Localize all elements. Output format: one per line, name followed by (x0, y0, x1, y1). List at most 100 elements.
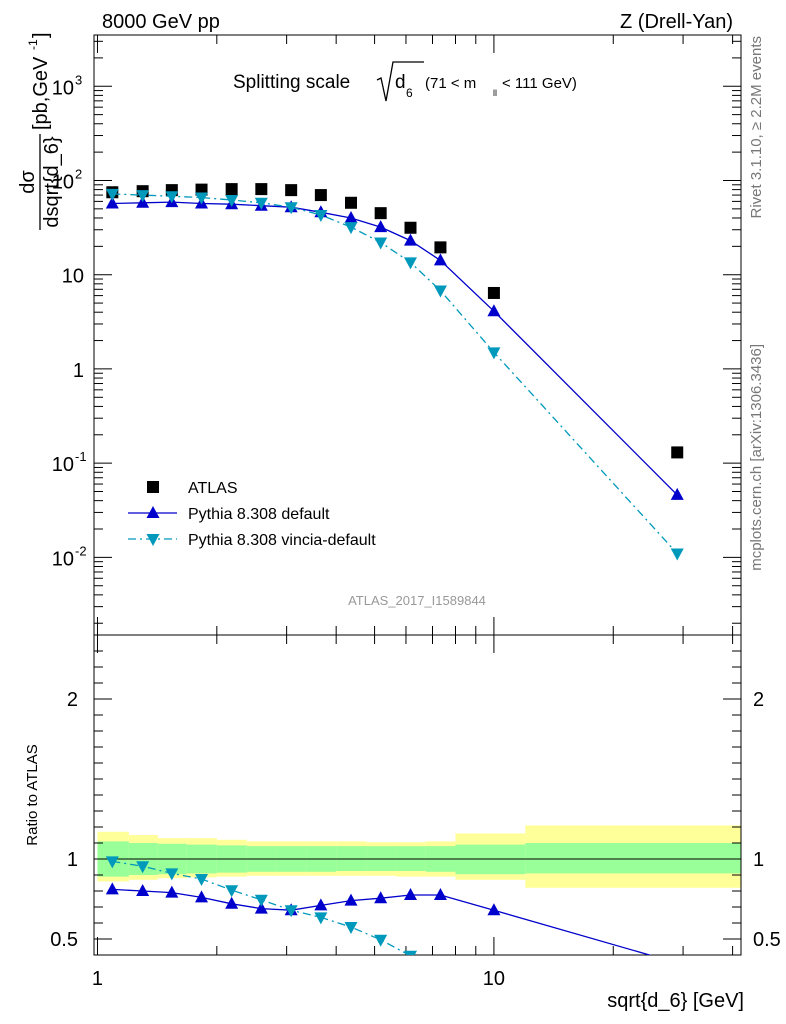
data-point (225, 183, 238, 196)
ratio-point (284, 905, 298, 918)
data-point (487, 286, 500, 299)
ratio-point (136, 884, 150, 896)
ratio-frame (93, 634, 742, 956)
series-line (112, 193, 678, 554)
ratio-pythia-8-308-default (105, 882, 652, 955)
series-line (112, 201, 678, 496)
legend-label: Pythia 8.308 default (188, 506, 330, 523)
data-point (374, 207, 387, 220)
data-point (344, 196, 357, 209)
ratio-series (105, 856, 652, 955)
ratio-bands (97, 825, 741, 888)
xlabel: sqrt{d_6} [GeV] (607, 990, 744, 1012)
rivet-label: Rivet 3.1.10, ≥ 2.2M events (748, 36, 765, 219)
ratio-tick-label-right: 2 (753, 689, 764, 711)
upper-series (105, 183, 684, 561)
upper-tick-label: 10 2 (52, 166, 82, 193)
upper-tick-base: 10 (52, 77, 74, 99)
title-range-sub: ll (493, 88, 497, 98)
ratio-point (404, 950, 418, 955)
upper-tick-exp: 3 (75, 72, 82, 87)
data-point (136, 190, 150, 203)
upper-tick-base: 10 (52, 171, 74, 193)
ylabel-units-open: [pb,GeV (30, 56, 52, 130)
ylabel-numerator: dσ (17, 170, 39, 194)
x-tick-labels: 1 10 (92, 968, 505, 990)
ratio-point (195, 874, 209, 886)
data-point (344, 210, 358, 223)
data-point (487, 347, 501, 360)
data-point (254, 197, 268, 210)
ratio-pythia-8-308-vincia-default (105, 856, 418, 955)
data-point (314, 210, 328, 223)
mcplots-label: mcplots.cern.ch [arXiv:1306.3436] (748, 344, 765, 571)
upper-tick-base: 10 (52, 548, 74, 570)
ratio-line (112, 860, 411, 955)
title-range-open: (71 < m (425, 75, 476, 92)
upper-tick-exp: -1 (75, 449, 87, 464)
upper-tick-label: 10 -2 (52, 543, 87, 570)
ratio-point (254, 901, 268, 914)
ratio-point (225, 896, 239, 909)
title-sqrt-sub: 6 (406, 86, 413, 100)
data-point (487, 304, 501, 317)
ylabel-units-close: ] (30, 32, 52, 38)
data-point (195, 192, 209, 205)
header-right: Z (Drell-Yan) (620, 11, 733, 33)
ratio-point (195, 890, 209, 903)
x-tick-label: 10 (483, 968, 505, 990)
ratio-tick-labels: 0.5 0.5 1 1 2 2 (50, 689, 781, 951)
header-left: 8000 GeV pp (102, 11, 220, 33)
axis-ticks (94, 35, 741, 956)
ratio-point (487, 903, 501, 916)
ratio-tick-label-right: 0.5 (753, 929, 781, 951)
upper-tick-exp: -2 (75, 543, 87, 558)
data-point (404, 257, 418, 270)
ratio-point (314, 912, 328, 925)
ratio-series-group (105, 856, 652, 955)
data-point (670, 487, 684, 500)
ylabel-denominator: dsqrt{d_6} (41, 136, 63, 228)
chart-title: Splitting scale d 6 (71 < m ll < 111 GeV… (233, 61, 577, 102)
ratio-point (165, 885, 179, 898)
ratio-point (254, 894, 268, 907)
title-prefix: Splitting scale (233, 72, 350, 93)
ratio-tick-label-right: 1 (753, 849, 764, 871)
data-point (374, 220, 388, 233)
x-tick-label: 1 (92, 968, 103, 990)
data-point (404, 233, 418, 246)
ratio-point (105, 856, 119, 869)
upper-tick-base: 10 (52, 454, 74, 476)
data-point (314, 189, 327, 202)
ratio-point (136, 861, 150, 874)
data-point (433, 253, 447, 266)
upper-tick-base: 1 (73, 360, 84, 382)
data-point (433, 285, 447, 298)
upper-ylabel: dσ dsqrt{d_6} [pb,GeV -1 ] (17, 32, 63, 230)
legend-entry: Pythia 8.308 default (128, 506, 330, 523)
data-point (165, 191, 179, 204)
legend-marker (146, 534, 160, 546)
ratio-tick-label-left: 2 (67, 689, 78, 711)
data-point (434, 241, 447, 254)
ratio-band-green (525, 843, 741, 874)
ratio-point (404, 888, 418, 900)
legend-marker (147, 481, 159, 493)
ylabel-units-sup: -1 (26, 39, 40, 50)
series-pythia-8-308-default (105, 195, 684, 500)
data-point (225, 195, 239, 208)
ratio-tick-label-left: 1 (67, 849, 78, 871)
upper-tick-label: 1 (73, 360, 84, 382)
series-atlas (106, 183, 684, 459)
data-point (285, 184, 298, 197)
data-point (255, 183, 268, 196)
ratio-point (105, 882, 119, 895)
legend: ATLAS Pythia 8.308 default Pythia 8.308 vi… (128, 480, 376, 549)
ratio-point (314, 898, 328, 911)
sqrt-sign (376, 61, 424, 102)
legend-entry: ATLAS (147, 480, 238, 497)
ratio-point (433, 888, 447, 900)
data-point (105, 196, 119, 209)
